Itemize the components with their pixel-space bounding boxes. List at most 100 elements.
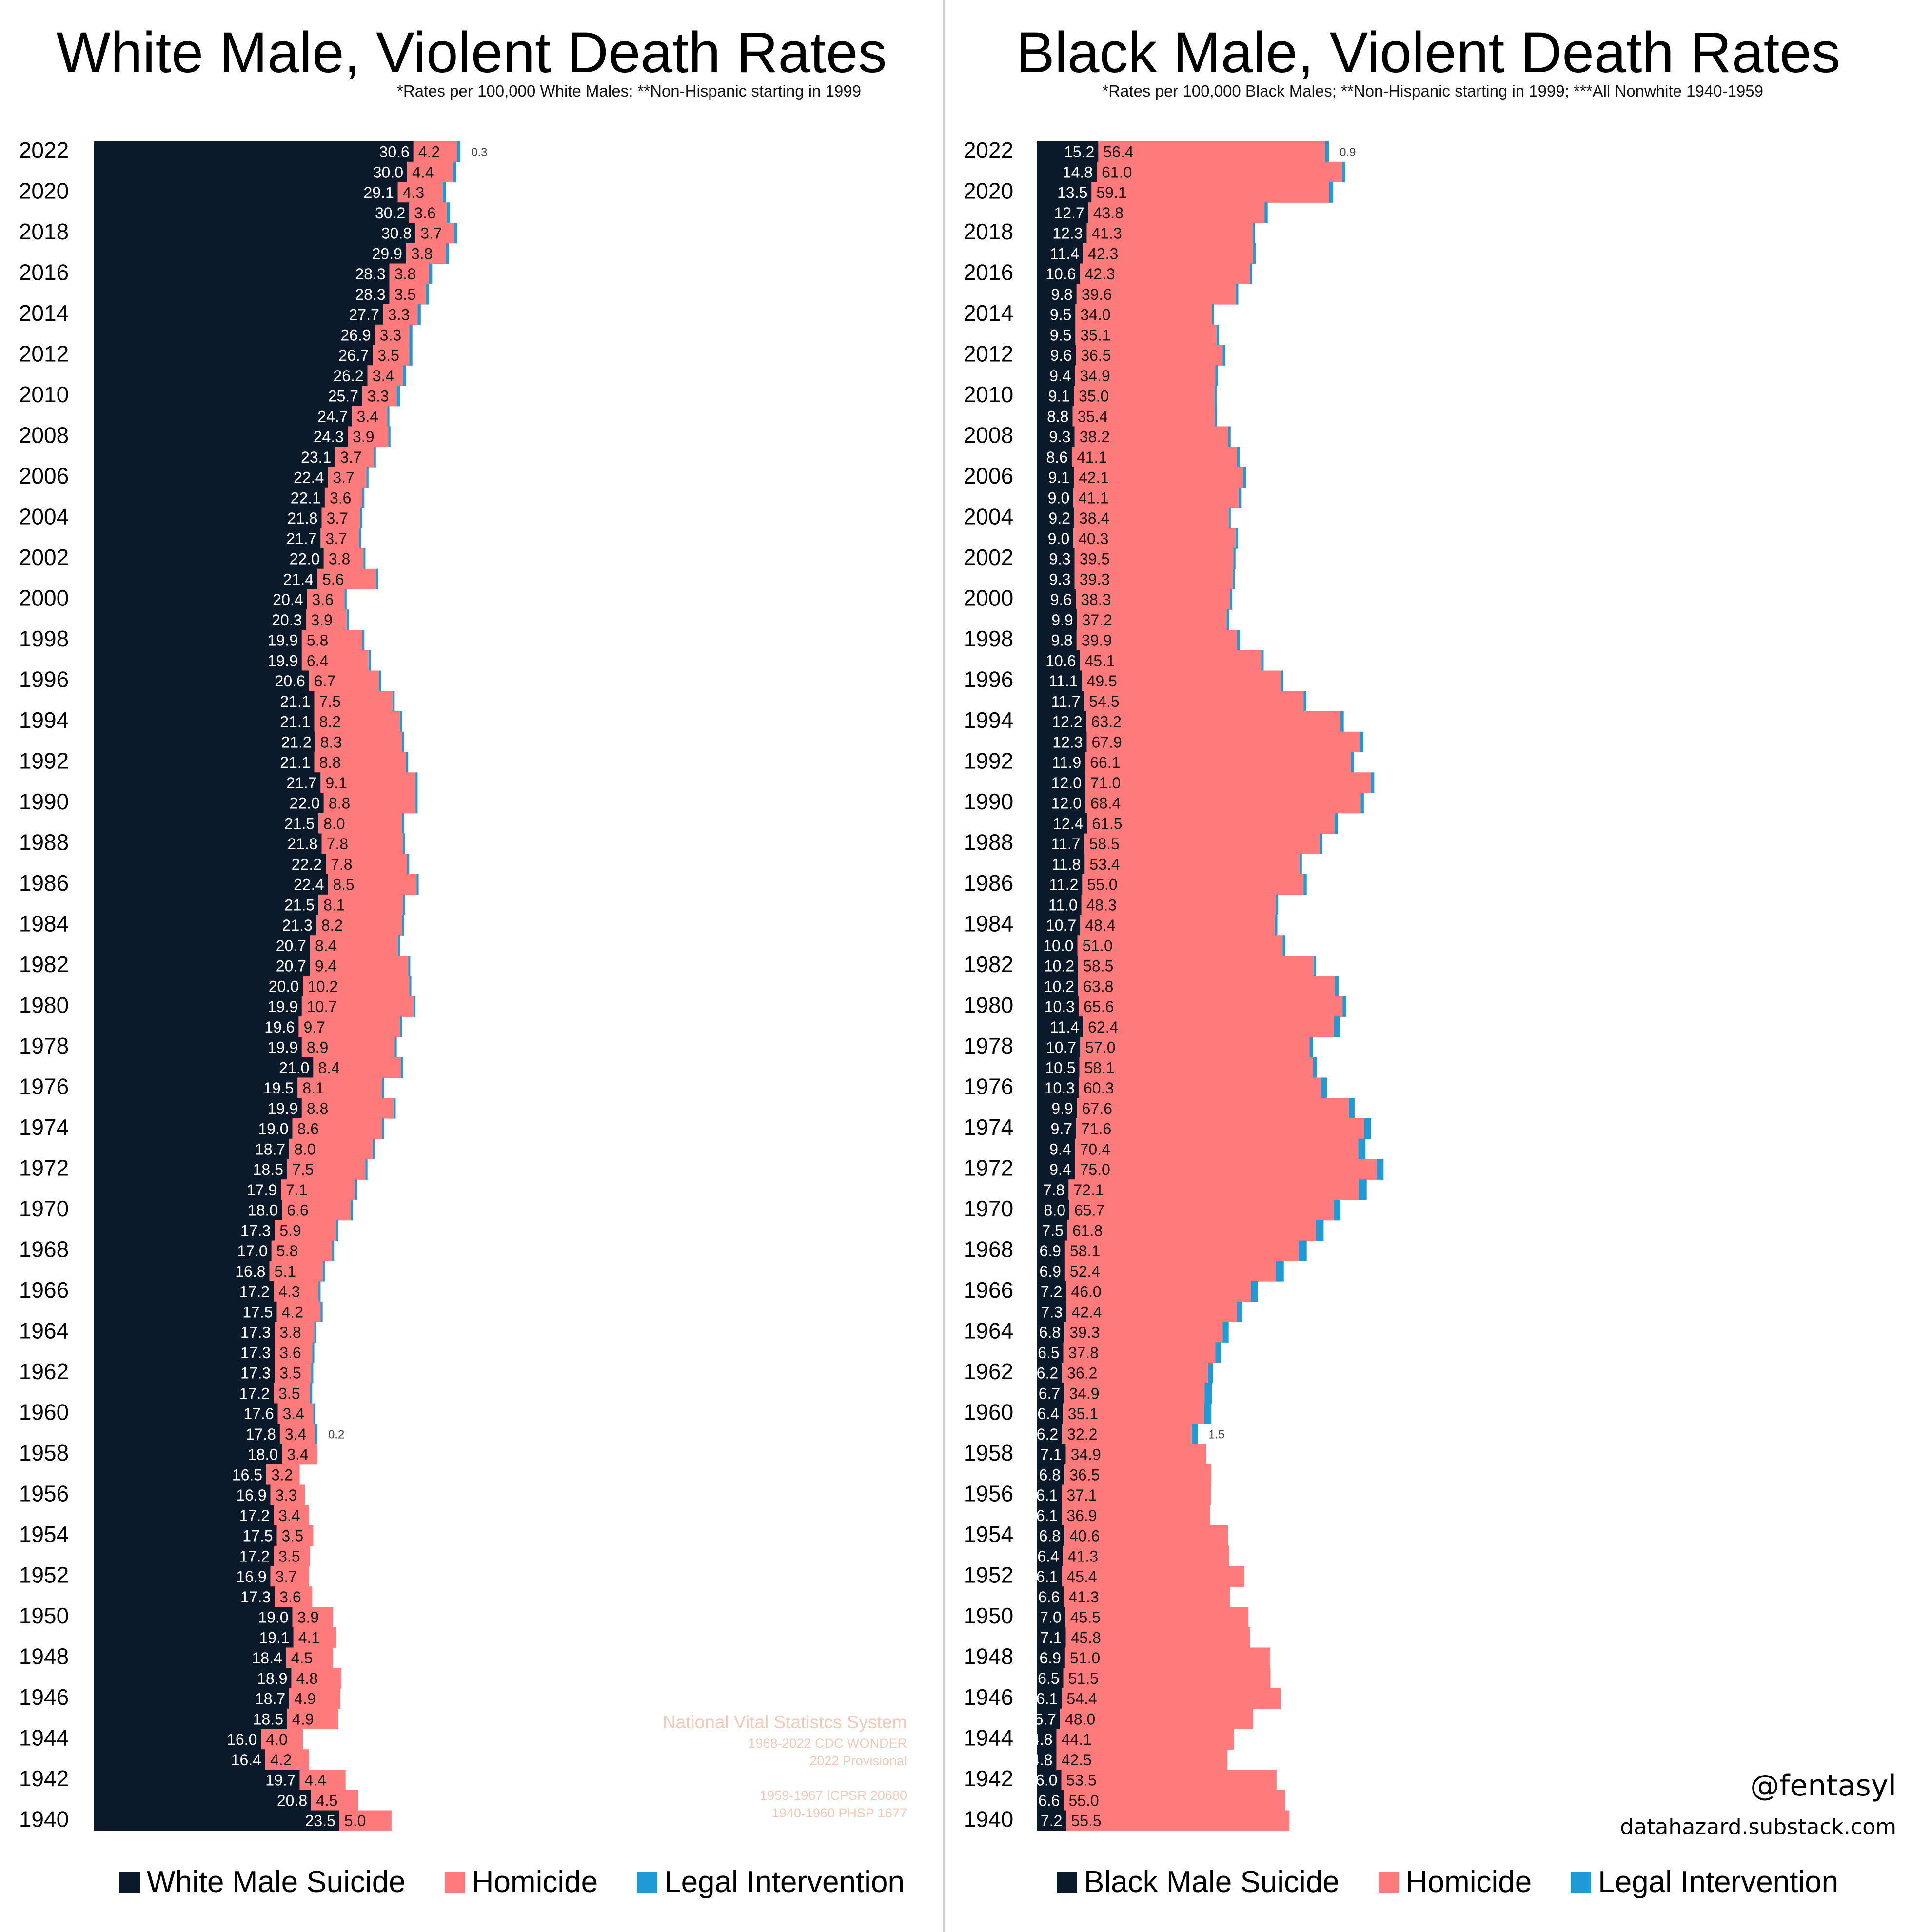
chart-legend: White Male Suicide Homicide Legal Interv… bbox=[119, 1865, 905, 1899]
value-label-suicide: 8.6 bbox=[1046, 449, 1067, 466]
bar-legal-intervention bbox=[1282, 935, 1286, 956]
bar-homicide bbox=[320, 528, 359, 549]
value-label-suicide: 17.3 bbox=[240, 1324, 271, 1341]
bar-legal-intervention bbox=[416, 874, 419, 895]
bar-suicide bbox=[94, 1525, 277, 1546]
bar-homicide bbox=[1077, 935, 1283, 956]
bar-homicide bbox=[274, 1505, 309, 1526]
bar-suicide bbox=[94, 793, 324, 814]
bar-homicide bbox=[266, 1464, 300, 1485]
bar-homicide bbox=[1062, 1424, 1192, 1444]
year-tick-label: 2016 bbox=[19, 260, 69, 285]
value-label-homicide: 38.4 bbox=[1079, 509, 1109, 527]
value-label-homicide: 49.5 bbox=[1087, 672, 1117, 690]
bar-homicide bbox=[293, 1627, 336, 1648]
bar-suicide bbox=[94, 1179, 281, 1200]
value-label-suicide: 9.8 bbox=[1051, 632, 1072, 649]
value-label-suicide: 6.1 bbox=[1036, 1486, 1058, 1504]
value-label-homicide: 5.8 bbox=[276, 1242, 298, 1260]
chart-subtitle: *Rates per 100,000 Black Males; **Non-Hi… bbox=[1102, 82, 1763, 100]
bar-homicide bbox=[275, 1363, 312, 1384]
value-label-homicide: 4.2 bbox=[418, 143, 440, 161]
bar-legal-intervention bbox=[1377, 1159, 1384, 1180]
year-tick-label: 1940 bbox=[964, 1807, 1013, 1832]
value-label-suicide: 20.0 bbox=[269, 977, 299, 995]
bar-homicide bbox=[1074, 386, 1215, 407]
value-label-homicide: 8.8 bbox=[307, 1100, 328, 1117]
value-label-suicide: 22.1 bbox=[291, 489, 321, 507]
value-label-homicide: 4.3 bbox=[403, 184, 424, 201]
bar-homicide bbox=[303, 976, 410, 997]
year-tick-label: 1946 bbox=[19, 1684, 69, 1710]
value-label-homicide: 53.5 bbox=[1066, 1772, 1097, 1789]
value-label-homicide: 3.6 bbox=[330, 489, 351, 507]
source-line: 1968-2022 CDC WONDER bbox=[748, 1736, 907, 1751]
value-label-suicide: 19.5 bbox=[263, 1079, 294, 1097]
value-label-homicide: 48.3 bbox=[1086, 896, 1117, 914]
bar-homicide bbox=[1084, 854, 1300, 875]
bar-suicide bbox=[94, 915, 316, 936]
value-label-homicide: 8.2 bbox=[319, 713, 341, 731]
bar-suicide bbox=[1037, 182, 1092, 203]
bar-homicide bbox=[1075, 324, 1217, 346]
value-label-suicide: 17.6 bbox=[243, 1405, 274, 1423]
bar-suicide bbox=[1037, 691, 1084, 712]
bar-homicide bbox=[323, 548, 364, 569]
bar-legal-intervention bbox=[397, 935, 400, 956]
bar-suicide bbox=[1037, 1688, 1062, 1709]
bar-legal-intervention bbox=[1243, 467, 1246, 488]
bar-suicide bbox=[94, 1077, 298, 1098]
bar-homicide bbox=[299, 1770, 346, 1791]
bar-legal-intervention bbox=[1360, 793, 1364, 814]
bar-homicide bbox=[313, 1057, 401, 1078]
year-tick-label: 1946 bbox=[964, 1684, 1013, 1710]
year-tick-label: 1960 bbox=[19, 1400, 69, 1425]
value-label-homicide: 3.2 bbox=[271, 1466, 293, 1483]
bar-homicide bbox=[367, 365, 403, 386]
bar-homicide bbox=[287, 1159, 366, 1180]
year-tick-label: 1996 bbox=[19, 667, 69, 692]
value-label-suicide: 12.2 bbox=[1052, 713, 1082, 731]
source-line: 1940-1960 PHSP 1677 bbox=[771, 1806, 907, 1821]
bar-homicide bbox=[1073, 528, 1236, 549]
year-tick-label: 1988 bbox=[964, 830, 1013, 855]
bar-suicide bbox=[94, 1647, 286, 1668]
bar-homicide bbox=[298, 1016, 400, 1037]
bar-legal-intervention bbox=[1251, 1281, 1258, 1302]
year-tick-label: 2020 bbox=[964, 178, 1013, 204]
bar-homicide bbox=[1061, 1770, 1277, 1791]
bar-legal-intervention bbox=[322, 1261, 325, 1282]
value-label-homicide: 3.4 bbox=[283, 1405, 304, 1423]
bar-legal-intervention bbox=[1222, 1322, 1229, 1343]
bar-homicide bbox=[362, 386, 397, 407]
bar-homicide bbox=[1060, 1708, 1254, 1730]
bar-legal-intervention bbox=[1342, 161, 1345, 183]
value-label-suicide: 17.2 bbox=[239, 1547, 270, 1565]
bar-homicide bbox=[291, 1668, 342, 1689]
value-label-suicide: 9.5 bbox=[1050, 326, 1071, 344]
bar-homicide bbox=[282, 1200, 351, 1221]
bar-suicide bbox=[94, 528, 321, 549]
value-label-homicide: 54.4 bbox=[1066, 1690, 1097, 1708]
year-tick-label: 2006 bbox=[964, 463, 1013, 488]
bar-legal-intervention bbox=[453, 161, 456, 183]
bar-suicide bbox=[1037, 1037, 1081, 1058]
bar-suicide bbox=[1037, 1159, 1075, 1180]
bar-legal-intervention bbox=[1222, 345, 1226, 366]
value-label-suicide: 19.7 bbox=[265, 1772, 296, 1789]
source-line: 1959-1967 ICPSR 20680 bbox=[760, 1788, 907, 1803]
bar-homicide bbox=[348, 426, 389, 447]
bar-homicide bbox=[1076, 630, 1238, 651]
value-label-homicide: 7.8 bbox=[327, 835, 348, 853]
value-label-homicide: 8.8 bbox=[329, 795, 350, 812]
value-label-homicide: 42.4 bbox=[1071, 1303, 1102, 1321]
bar-homicide bbox=[271, 1240, 332, 1261]
white-male-panel: White Male, Violent Death Rates *Rates p… bbox=[0, 0, 943, 1932]
bar-legal-intervention bbox=[318, 1281, 321, 1302]
bar-suicide bbox=[94, 1016, 299, 1037]
value-label-suicide: 9.1 bbox=[1048, 388, 1070, 405]
bar-homicide bbox=[1074, 548, 1234, 569]
value-label-homicide: 39.6 bbox=[1082, 286, 1112, 303]
bar-homicide bbox=[383, 304, 418, 325]
bar-suicide bbox=[1037, 406, 1073, 427]
